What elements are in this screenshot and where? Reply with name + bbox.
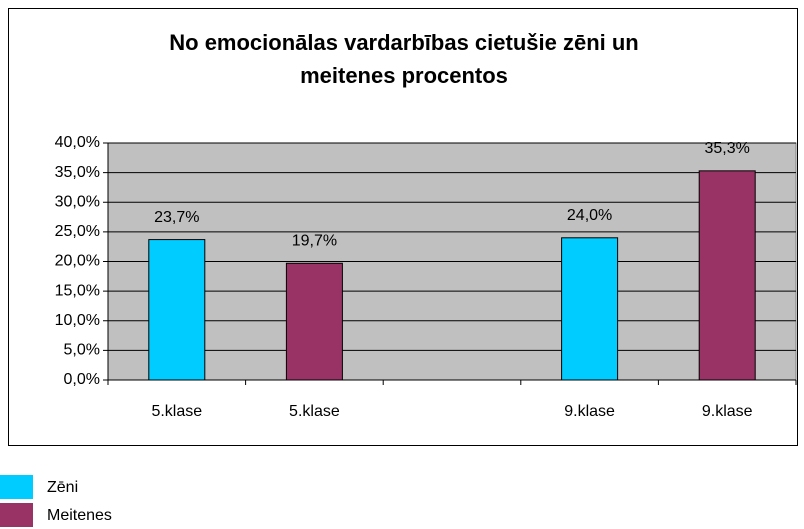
legend-swatch xyxy=(0,475,33,499)
bar xyxy=(698,170,756,381)
value-label: 23,7% xyxy=(154,209,199,226)
value-label: 35,3% xyxy=(705,140,750,157)
y-tick-label: 5,0% xyxy=(64,342,100,359)
legend-swatch xyxy=(0,503,33,527)
x-tick-label: 5.klase xyxy=(151,403,202,420)
y-tick-label: 0,0% xyxy=(64,371,100,388)
bar xyxy=(285,262,343,381)
x-tick-label: 5.klase xyxy=(289,403,340,420)
legend-label: Meitenes xyxy=(47,507,112,524)
y-tick-label: 30,0% xyxy=(55,193,100,210)
x-tick-label: 9.klase xyxy=(564,403,615,420)
value-label: 24,0% xyxy=(567,207,612,224)
value-label: 19,7% xyxy=(292,232,337,249)
y-tick-label: 10,0% xyxy=(55,312,100,329)
y-tick-label: 20,0% xyxy=(55,253,100,270)
y-tick-label: 15,0% xyxy=(55,282,100,299)
y-tick-label: 40,0% xyxy=(55,134,100,151)
x-tick-label: 9.klase xyxy=(702,403,753,420)
bar xyxy=(148,239,206,381)
bar xyxy=(561,237,619,381)
y-tick-label: 25,0% xyxy=(55,223,100,240)
legend-label: Zēni xyxy=(47,479,78,496)
chart-title: No emocionālas vardarbības cietušie zēni… xyxy=(169,30,639,88)
y-tick-label: 35,0% xyxy=(55,164,100,181)
